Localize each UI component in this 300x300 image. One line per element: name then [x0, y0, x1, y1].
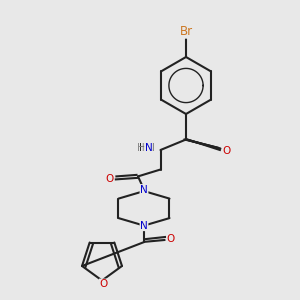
Text: HN: HN — [139, 142, 154, 153]
Text: H: H — [136, 142, 144, 153]
Text: N: N — [140, 184, 148, 195]
Text: O: O — [99, 279, 108, 289]
Text: O: O — [167, 234, 175, 244]
Text: O: O — [222, 146, 231, 156]
Text: N: N — [145, 142, 152, 153]
Text: Br: Br — [179, 25, 193, 38]
Text: N: N — [140, 220, 148, 231]
Text: O: O — [105, 173, 114, 184]
